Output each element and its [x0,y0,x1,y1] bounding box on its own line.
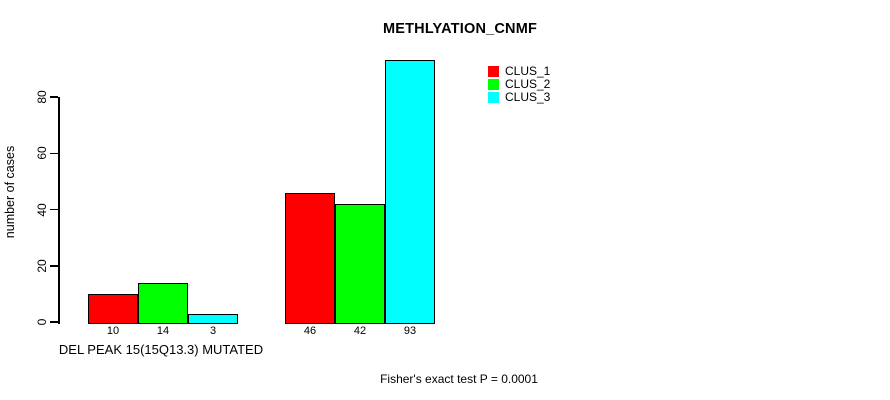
legend-swatch-clus_2 [488,79,499,90]
bar-clus_3-group1 [188,313,238,324]
legend-label-clus_1: CLUS_1 [505,64,551,78]
bar-clus_2-group1 [138,282,188,324]
y-tick-60 [50,152,58,154]
x-axis-group-label: DEL PEAK 15(15Q13.3) MUTATED [58,342,264,357]
y-axis-label: number of cases [3,145,17,239]
bar-clus_1-group1 [88,293,138,324]
bar-value-label-clus_2-group1: 14 [156,325,170,337]
legend-item-clus_2: CLUS_2 [488,77,551,91]
y-tick-80 [50,96,58,98]
y-tick-label-40: 40 [35,202,49,217]
y-tick-0 [50,321,58,323]
chart-title: METHLYATION_CNMF [382,21,538,37]
y-tick-20 [50,265,58,267]
bar-clus_3-group2 [385,60,435,324]
y-tick-label-80: 80 [35,90,49,104]
y-axis-line [58,97,60,324]
legend-item-clus_1: CLUS_1 [488,64,551,78]
y-tick-40 [50,208,58,211]
legend-swatch-clus_1 [488,66,499,77]
legend-swatch-clus_3 [488,92,499,103]
y-tick-label-0: 0 [35,318,49,326]
fisher-test-annotation: Fisher's exact test P = 0.0001 [380,372,538,386]
bar-value-label-clus_2-group2: 42 [353,325,367,337]
legend: CLUS_1 CLUS_2 CLUS_3 [488,64,551,105]
y-tick-label-20: 20 [35,259,49,273]
legend-label-clus_3: CLUS_3 [505,90,551,104]
legend-item-clus_3: CLUS_3 [488,90,551,104]
bar-value-label-clus_3-group2: 93 [403,325,417,337]
bar-value-label-clus_1-group1: 10 [106,325,120,337]
y-tick-label-60: 60 [35,146,49,160]
bar-value-label-clus_1-group2: 46 [303,325,317,337]
bar-clus_2-group2 [335,203,385,324]
legend-label-clus_2: CLUS_2 [505,77,551,91]
bar-clus_1-group2 [285,192,335,324]
bar-value-label-clus_3-group1: 3 [209,325,217,337]
